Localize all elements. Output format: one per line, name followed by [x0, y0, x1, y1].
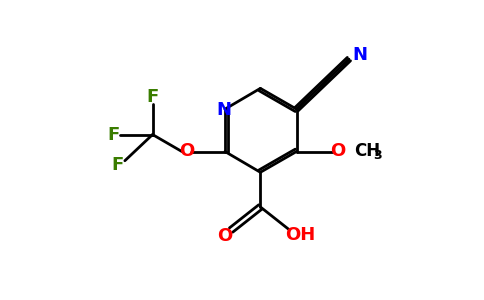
Text: F: F: [147, 88, 159, 106]
Text: F: F: [107, 126, 120, 144]
Text: 3: 3: [373, 149, 381, 162]
Text: CH: CH: [354, 142, 380, 160]
Text: O: O: [330, 142, 345, 160]
Text: O: O: [217, 227, 233, 245]
Text: F: F: [112, 156, 124, 174]
Text: OH: OH: [285, 226, 316, 244]
Text: N: N: [217, 101, 232, 119]
Text: N: N: [352, 46, 367, 64]
Text: O: O: [179, 142, 194, 160]
